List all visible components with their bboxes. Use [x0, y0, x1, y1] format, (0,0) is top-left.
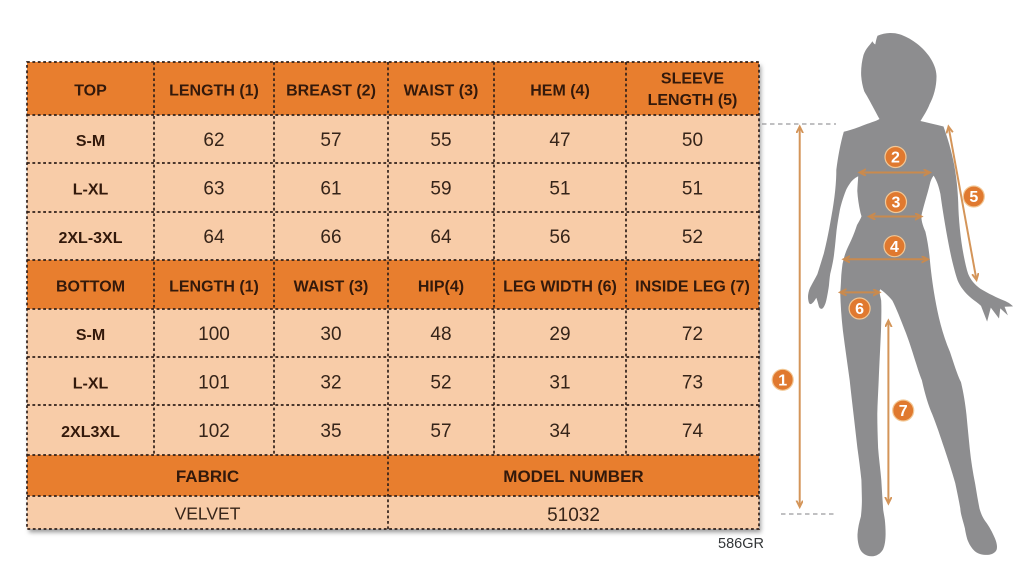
svg-text:4: 4	[890, 239, 899, 256]
svg-text:34: 34	[549, 421, 571, 442]
svg-text:FABRIC: FABRIC	[176, 467, 239, 486]
svg-text:64: 64	[430, 227, 452, 248]
svg-text:50: 50	[682, 130, 703, 151]
svg-text:S-M: S-M	[76, 133, 105, 150]
svg-text:WAIST (3): WAIST (3)	[294, 279, 369, 296]
svg-text:MODEL NUMBER: MODEL NUMBER	[503, 467, 643, 486]
svg-text:66: 66	[320, 227, 341, 248]
svg-text:LENGTH (1): LENGTH (1)	[169, 83, 259, 100]
svg-text:2XL3XL: 2XL3XL	[61, 424, 120, 441]
svg-text:74: 74	[682, 421, 704, 442]
svg-text:VELVET: VELVET	[175, 504, 241, 524]
svg-text:72: 72	[682, 324, 703, 345]
svg-text:LENGTH (5): LENGTH (5)	[648, 92, 738, 109]
svg-text:57: 57	[430, 421, 451, 442]
svg-text:586GR: 586GR	[718, 536, 764, 552]
svg-text:2: 2	[891, 150, 900, 167]
svg-text:INSIDE LEG (7): INSIDE LEG (7)	[635, 279, 750, 296]
svg-text:57: 57	[320, 130, 341, 151]
svg-text:L-XL: L-XL	[73, 376, 109, 393]
svg-text:LEG WIDTH (6): LEG WIDTH (6)	[503, 279, 617, 296]
svg-text:L-XL: L-XL	[73, 182, 109, 199]
svg-text:52: 52	[682, 227, 703, 248]
svg-text:HIP(4): HIP(4)	[418, 279, 464, 296]
svg-text:73: 73	[682, 373, 703, 394]
svg-text:47: 47	[549, 130, 570, 151]
svg-text:63: 63	[203, 179, 224, 200]
svg-text:51: 51	[549, 179, 570, 200]
svg-text:48: 48	[430, 324, 451, 345]
svg-text:WAIST (3): WAIST (3)	[404, 83, 479, 100]
svg-text:61: 61	[320, 179, 341, 200]
svg-text:SLEEVE: SLEEVE	[661, 71, 724, 88]
svg-text:BREAST (2): BREAST (2)	[286, 83, 376, 100]
svg-text:6: 6	[855, 301, 864, 318]
svg-text:51032: 51032	[547, 505, 600, 526]
svg-text:1: 1	[778, 373, 787, 390]
svg-text:TOP: TOP	[74, 83, 107, 100]
svg-text:3: 3	[892, 195, 901, 212]
svg-text:59: 59	[430, 179, 451, 200]
svg-text:29: 29	[549, 324, 570, 345]
svg-text:52: 52	[430, 373, 451, 394]
svg-text:LENGTH (1): LENGTH (1)	[169, 279, 259, 296]
svg-text:2XL-3XL: 2XL-3XL	[58, 230, 122, 247]
svg-text:32: 32	[320, 373, 341, 394]
svg-text:S-M: S-M	[76, 327, 105, 344]
svg-text:51: 51	[682, 179, 703, 200]
svg-text:100: 100	[198, 324, 230, 345]
svg-text:5: 5	[969, 189, 978, 206]
svg-text:102: 102	[198, 421, 230, 442]
svg-text:30: 30	[320, 324, 341, 345]
svg-text:62: 62	[203, 130, 224, 151]
svg-text:56: 56	[549, 227, 570, 248]
svg-text:64: 64	[203, 227, 225, 248]
svg-text:101: 101	[198, 373, 230, 394]
svg-text:7: 7	[899, 403, 908, 420]
svg-text:55: 55	[430, 130, 451, 151]
svg-text:31: 31	[549, 373, 570, 394]
svg-text:35: 35	[320, 421, 341, 442]
svg-text:BOTTOM: BOTTOM	[56, 279, 125, 296]
svg-text:HEM (4): HEM (4)	[530, 83, 590, 100]
